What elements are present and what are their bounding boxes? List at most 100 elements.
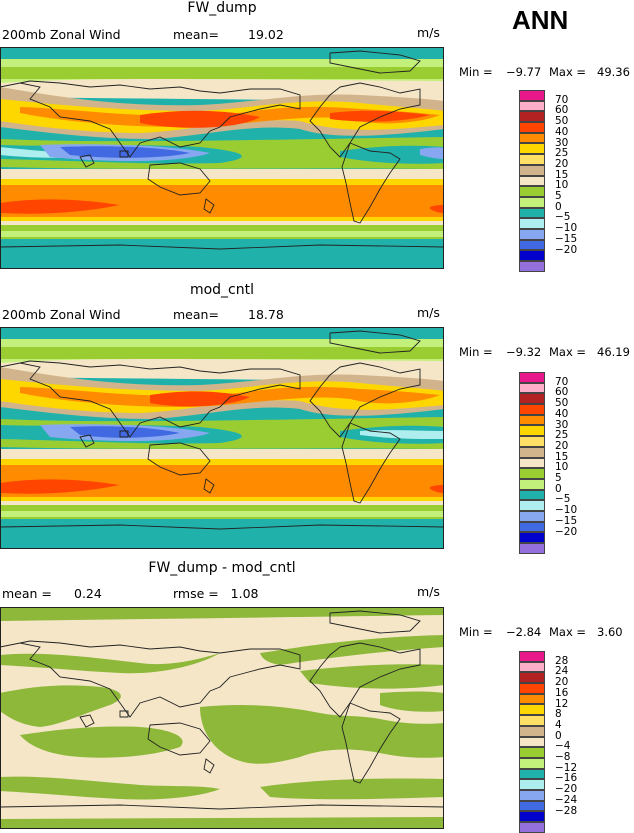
colorbar — [519, 651, 545, 833]
colorbar-swatch — [519, 100, 545, 112]
colorbar-label: −20 — [555, 243, 578, 256]
colorbar-swatch — [519, 425, 545, 437]
colorbar-label: 20 — [555, 439, 569, 452]
colorbar-swatch — [519, 500, 545, 511]
min-value: −9.77 — [506, 65, 542, 79]
colorbar-swatch — [519, 250, 545, 261]
max-value: 46.19 — [597, 345, 630, 359]
colorbar-swatch — [519, 704, 545, 716]
colorbar-swatch — [519, 478, 545, 490]
mean-label: mean= — [173, 307, 219, 322]
colorbar-label: 50 — [555, 397, 569, 410]
diff-mean-value: 0.24 — [74, 586, 102, 601]
zonal-wind-map — [0, 47, 444, 269]
colorbar-label: 70 — [555, 93, 569, 106]
min-value: −2.84 — [506, 625, 542, 639]
min-label: Min = — [459, 65, 493, 79]
max-label: Max = — [549, 65, 587, 79]
colorbar-swatch — [519, 683, 545, 694]
colorbar-swatch — [519, 651, 545, 662]
min-value: −9.32 — [506, 345, 542, 359]
colorbar-label: 70 — [555, 375, 569, 388]
colorbar-label: 20 — [555, 676, 569, 689]
colorbar-swatch — [519, 757, 545, 769]
panel-title: mod_cntl — [189, 282, 255, 298]
colorbar-label: 10 — [555, 179, 569, 192]
colorbar-swatch — [519, 154, 545, 165]
colorbar-label: 25 — [555, 429, 569, 442]
colorbar-label: 50 — [555, 115, 569, 128]
colorbar — [519, 372, 545, 554]
colorbar-swatch — [519, 672, 545, 684]
colorbar-swatch — [519, 143, 545, 155]
colorbar-label: −28 — [555, 804, 578, 817]
colorbar-swatch — [519, 543, 545, 554]
rmse-value: rmse = 1.08 — [173, 586, 259, 601]
colorbar-swatch — [519, 393, 545, 405]
colorbar-label: −15 — [555, 514, 578, 527]
difference-map — [0, 607, 444, 829]
colorbar-swatch — [519, 228, 545, 240]
colorbar-label: 15 — [555, 168, 569, 181]
colorbar-swatch — [519, 532, 545, 543]
colorbar-label: 30 — [555, 418, 569, 431]
colorbar-label: 40 — [555, 407, 569, 420]
colorbar-label: 30 — [555, 136, 569, 149]
colorbar-label: 0 — [555, 729, 562, 742]
colorbar-label: 60 — [555, 386, 569, 399]
colorbar-swatch — [519, 736, 545, 748]
colorbar-swatch — [519, 521, 545, 533]
colorbar-swatch — [519, 811, 545, 822]
colorbar-label: −5 — [555, 493, 571, 506]
colorbar-label: 12 — [555, 697, 569, 710]
colorbar-swatch — [519, 747, 545, 758]
colorbar-label: −8 — [555, 751, 571, 763]
colorbar-label: −15 — [555, 232, 578, 245]
colorbar-swatch — [519, 372, 545, 383]
field-label: 200mb Zonal Wind — [2, 307, 121, 322]
colorbar-swatch — [519, 207, 545, 219]
colorbar-swatch — [519, 122, 545, 133]
season-label: ANN — [512, 5, 569, 35]
colorbar-swatch — [519, 800, 545, 812]
colorbar-swatch — [519, 90, 545, 101]
colorbar-swatch — [519, 132, 545, 144]
colorbar-swatch — [519, 196, 545, 208]
colorbar-label: 0 — [555, 200, 562, 213]
colorbar-swatch — [519, 715, 545, 726]
max-label: Max = — [549, 625, 587, 639]
colorbar-swatch — [519, 725, 545, 737]
colorbar-swatch — [519, 768, 545, 780]
colorbar-swatch — [519, 661, 545, 673]
colorbar-swatch — [519, 779, 545, 790]
units-label: m/s — [417, 305, 440, 320]
min-label: Min = — [459, 345, 493, 359]
colorbar-label: −12 — [555, 761, 578, 774]
colorbar-swatch — [519, 186, 545, 197]
mean-value: 19.02 — [248, 27, 284, 42]
colorbar-swatch — [519, 436, 545, 447]
colorbar-swatch — [519, 239, 545, 251]
colorbar-swatch — [519, 164, 545, 176]
units-label: m/s — [417, 584, 440, 599]
colorbar — [519, 90, 545, 272]
colorbar-label: 25 — [555, 147, 569, 160]
units-label: m/s — [417, 25, 440, 40]
panel-title: FW_dump - mod_cntl — [148, 560, 296, 576]
colorbar-label: −10 — [555, 504, 578, 517]
mean-label: mean= — [173, 27, 219, 42]
colorbar-label: 4 — [555, 718, 562, 731]
colorbar-label: 5 — [555, 472, 562, 484]
colorbar-label: −16 — [555, 772, 578, 785]
colorbar-swatch — [519, 414, 545, 426]
colorbar-swatch — [519, 261, 545, 272]
min-label: Min = — [459, 625, 493, 639]
colorbar-swatch — [519, 789, 545, 801]
colorbar-swatch — [519, 382, 545, 394]
colorbar-label: 10 — [555, 461, 569, 474]
colorbar-label: 60 — [555, 104, 569, 117]
colorbar-label: −10 — [555, 222, 578, 235]
colorbar-swatch — [519, 175, 545, 187]
colorbar-label: 0 — [555, 482, 562, 495]
max-value: 49.36 — [597, 65, 630, 79]
